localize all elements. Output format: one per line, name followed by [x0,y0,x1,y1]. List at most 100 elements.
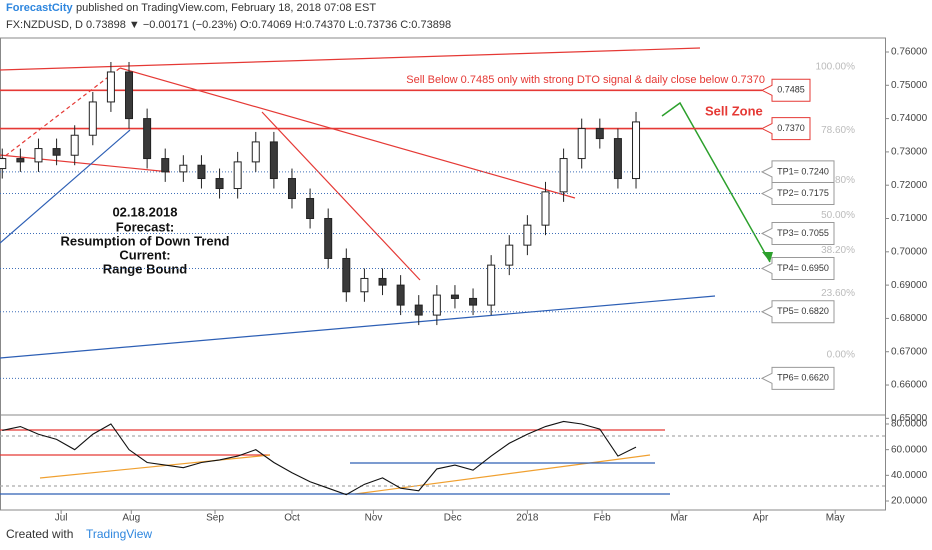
callout-label: TP6= 0.6620 [777,373,829,383]
candle-body [577,128,586,160]
callout-label: TP1= 0.7240 [777,166,829,176]
candle-body [487,264,496,306]
frame [0,37,886,511]
candle-body [541,191,550,226]
candle-body [88,101,97,136]
x-tick-label: Apr [753,513,769,524]
x-tick-label: 2018 [516,513,539,524]
brand: ForecastCity [6,2,74,14]
candle-body [595,128,604,140]
x-tick-label: Feb [593,513,611,524]
y-tick-label: 0.68000 [891,313,928,324]
y-tick-label: 60.0000 [891,444,928,455]
callout [760,221,835,245]
candle-body [106,71,115,103]
candle-body [559,158,568,193]
callout [760,366,835,390]
candle-body [197,164,206,180]
forecast-text: Forecast: [116,219,175,234]
footer-brand[interactable]: TradingView [86,527,152,541]
candle-body [342,257,351,293]
candle-body [215,178,224,190]
y-tick-label: 20.0000 [891,496,928,507]
fib-label: 38.20% [821,245,855,256]
candle-body [505,244,514,266]
callout-label: 0.7370 [777,123,805,133]
callout [760,182,835,206]
x-tick-label: Oct [284,513,300,524]
callout [760,300,835,324]
candle-body [414,304,423,316]
y-tick-label: 0.72000 [891,180,928,191]
candle-body [161,158,170,173]
candle-body [523,224,532,246]
candle-body [125,71,134,120]
candle-body [179,164,188,173]
y-tick-label: 0.71000 [891,213,928,224]
x-tick-label: Dec [444,513,462,524]
sell-text: Sell Below 0.7485 only with strong DTO s… [406,74,765,86]
y-tick-label: 80.0000 [891,419,928,430]
candle-body [143,118,152,160]
candle-body [70,134,79,156]
y-tick-label: 0.75000 [891,80,928,91]
candle-body [378,277,387,286]
x-tick-label: May [826,513,845,524]
candle-body [52,148,61,156]
symbol-line: FX:NZDUSD, D 0.73898 ▼ −0.00171 (−0.23%)… [6,19,451,31]
fib-label: 50.00% [821,210,855,221]
callout-label: TP5= 0.6820 [777,306,829,316]
x-tick-label: Sep [206,513,224,524]
callout [760,117,811,141]
candle-body [450,294,459,299]
forecast-text: Current: [119,247,170,262]
callout-label: 0.7485 [777,85,805,95]
y-tick-label: 0.73000 [891,147,928,158]
fib-label: 100.00% [816,62,856,73]
candle-body [233,161,242,190]
candle-body [287,178,296,200]
fib-label: 61.80% [821,175,855,186]
arrow-head [762,252,773,262]
x-tick-label: Mar [670,513,688,524]
candle-body [0,158,7,170]
y-tick-label: 0.70000 [891,246,928,257]
trend-lines [0,47,885,495]
candle-body [306,198,315,220]
sell-zone: Sell Zone [705,103,763,118]
forecast-text: 02.18.2018 [112,204,177,219]
fib-label: 0.00% [827,350,855,361]
candle-body [324,218,333,259]
y-tick-label: 0.66000 [891,380,928,391]
candle-body [469,297,478,306]
candle-body [432,294,441,316]
candle-body [16,158,25,163]
callout [760,78,811,102]
y-tick-label: 0.69000 [891,280,928,291]
published: published on TradingView.com, February 1… [76,2,376,14]
y-tick-label: 0.74000 [891,113,928,124]
fib-label: 78.60% [821,125,855,136]
callout-label: TP2= 0.7175 [777,188,829,198]
fib-label: 23.60% [821,288,855,299]
candle-body [251,141,260,163]
callout-label: TP3= 0.7055 [777,228,829,238]
x-tick-label: Jul [55,513,68,524]
callout [760,160,835,184]
candle-body [632,121,641,180]
y-tick-label: 40.0000 [891,470,928,481]
x-tick-label: Aug [122,513,140,524]
candle-body [34,148,43,163]
candle-body [396,284,405,306]
y-tick-label: 0.65000 [891,413,928,424]
y-tick-label: 0.67000 [891,346,928,357]
candle-body [360,277,369,293]
x-tick-label: Nov [365,513,383,524]
candle-body [269,141,278,180]
footer-created: Created with [6,527,73,541]
candle-body [613,138,622,180]
y-tick-label: 0.76000 [891,47,928,58]
forecast-arrow [661,101,771,263]
oscillator-line [2,420,637,496]
